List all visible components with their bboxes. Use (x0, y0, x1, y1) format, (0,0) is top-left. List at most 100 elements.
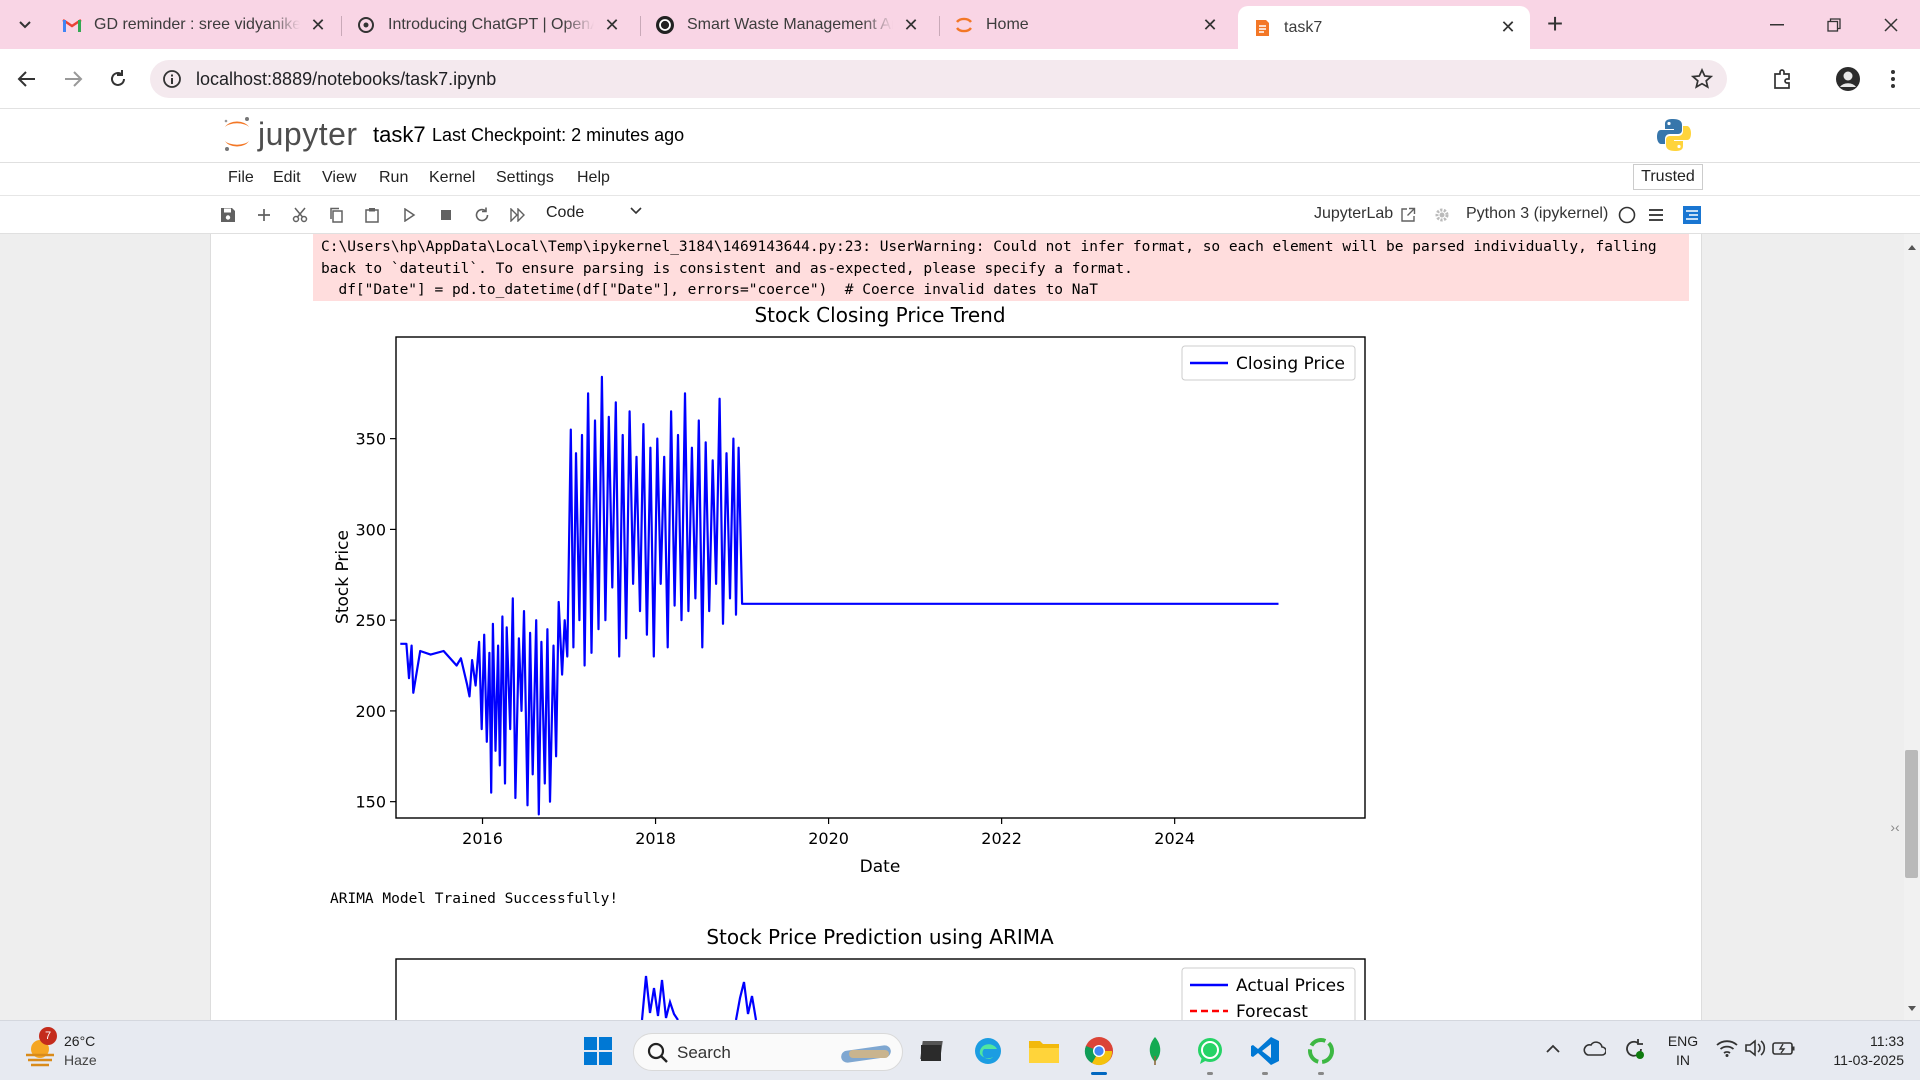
jupyter-home-icon (954, 15, 974, 35)
close-tab-icon[interactable]: ✕ (604, 14, 620, 35)
jupyter-notebook-icon (1252, 18, 1272, 38)
language-indicator[interactable]: ENG IN (1664, 1032, 1702, 1070)
terminal-icon (920, 1041, 943, 1061)
taskbar-search[interactable]: Search (633, 1033, 903, 1071)
start-button[interactable] (578, 1031, 618, 1071)
taskbar-mongodb[interactable] (1135, 1031, 1175, 1071)
trusted-indicator[interactable]: Trusted (1633, 164, 1703, 190)
windows-taskbar: 7 26°C Haze Search ENG IN (0, 1020, 1920, 1080)
settings-gear-icon[interactable] (1432, 205, 1452, 225)
close-tab-icon[interactable]: ✕ (1202, 14, 1218, 35)
side-panel-toggle[interactable]: ›‹ (1890, 819, 1900, 835)
close-window-button[interactable] (1868, 10, 1914, 40)
tab-title: task7 (1284, 18, 1323, 36)
notebook-panel[interactable]: C:\Users\hp\AppData\Local\Temp\ipykernel… (0, 234, 1920, 1020)
jupyterlab-link[interactable]: JupyterLab (1314, 205, 1394, 222)
chart-title: Stock Closing Price Trend (754, 303, 1005, 327)
onedrive-cloud-icon[interactable] (1582, 1039, 1606, 1057)
paste-icon[interactable] (362, 205, 382, 225)
taskbar-whatsapp[interactable] (1190, 1031, 1230, 1075)
scrollbar[interactable] (1904, 234, 1920, 1020)
x-tick-label: 2024 (1154, 829, 1195, 848)
cell-type-select[interactable]: Code (546, 204, 585, 221)
notebook-name[interactable]: task7 (373, 122, 426, 147)
menu-run[interactable]: Run (379, 169, 409, 186)
taskbar-vscode[interactable] (1245, 1031, 1285, 1075)
menu-lines-icon[interactable] (1646, 205, 1666, 225)
chevron-down-icon[interactable] (630, 207, 642, 215)
battery-icon[interactable] (1772, 1039, 1796, 1057)
browser-tab-task7[interactable]: task7 ✕ (1238, 6, 1530, 49)
run-icon[interactable] (399, 205, 419, 225)
volume-icon[interactable] (1744, 1039, 1766, 1057)
taskbar-file-explorer[interactable] (1024, 1031, 1064, 1071)
copy-icon[interactable] (326, 205, 346, 225)
jupyter-logo[interactable]: jupyter (222, 115, 358, 153)
browser-tab-strip: GD reminder : sree vidyanikethan ✕ Intro… (0, 0, 1920, 49)
bookmark-star-icon[interactable] (1691, 68, 1713, 90)
close-tab-icon[interactable]: ✕ (1500, 17, 1516, 37)
taskbar-task-view[interactable] (912, 1031, 952, 1071)
browser-tab-chatgpt[interactable]: Introducing ChatGPT | OpenAI ✕ (342, 8, 634, 42)
scroll-down-icon[interactable] (1908, 1006, 1916, 1012)
chevron-up-icon[interactable] (1545, 1044, 1561, 1054)
fast-forward-icon[interactable] (508, 205, 528, 225)
reload-button[interactable] (102, 63, 134, 95)
restore-button[interactable] (1811, 10, 1857, 40)
url-text[interactable]: localhost:8889/notebooks/task7.ipynb (196, 69, 497, 89)
back-button[interactable] (11, 63, 43, 95)
forward-button[interactable] (57, 63, 89, 95)
python-logo-icon (1656, 117, 1692, 153)
browser-tab-home[interactable]: Home ✕ (940, 8, 1232, 42)
scrollbar-thumb[interactable] (1905, 750, 1918, 878)
weather-widget[interactable]: 7 26°C Haze (22, 1027, 132, 1071)
close-tab-icon[interactable]: ✕ (903, 14, 919, 35)
new-tab-button[interactable]: + (1546, 8, 1564, 39)
property-inspector-icon[interactable] (1682, 205, 1702, 225)
wifi-icon[interactable] (1716, 1039, 1738, 1057)
arrow-right-icon (65, 71, 83, 87)
stop-icon[interactable] (436, 205, 456, 225)
cut-icon[interactable] (290, 205, 310, 225)
taskbar-edge[interactable] (968, 1031, 1008, 1071)
running-indicator (1318, 1072, 1324, 1075)
language-code: ENG (1667, 1033, 1699, 1049)
taskbar-chrome[interactable] (1079, 1031, 1119, 1075)
save-icon[interactable] (218, 205, 238, 225)
windows-icon (584, 1037, 612, 1065)
browser-menu-button[interactable] (1877, 63, 1909, 95)
add-cell-icon[interactable] (254, 205, 274, 225)
menu-kernel[interactable]: Kernel (429, 169, 476, 186)
kernel-name[interactable]: Python 3 (ipykernel) (1466, 205, 1609, 222)
restart-icon[interactable] (472, 205, 492, 225)
close-icon (1884, 18, 1898, 32)
tab-search-button[interactable] (10, 10, 40, 40)
close-tab-icon[interactable]: ✕ (310, 14, 326, 35)
address-bar[interactable]: localhost:8889/notebooks/task7.ipynb (150, 60, 1727, 98)
browser-tab-smart-waste[interactable]: Smart Waste Management Analysis ✕ (641, 8, 933, 42)
profile-avatar[interactable] (1832, 63, 1864, 95)
sync-app-icon (1308, 1038, 1334, 1064)
menu-edit[interactable]: Edit (273, 169, 301, 186)
browser-tab-gmail[interactable]: GD reminder : sree vidyanikethan ✕ (48, 8, 340, 42)
sync-status-icon[interactable] (1622, 1037, 1646, 1061)
scroll-up-icon[interactable] (1908, 244, 1916, 250)
taskbar-app-circle[interactable] (1301, 1031, 1341, 1075)
tab-divider (939, 16, 940, 36)
avatar-icon (1836, 67, 1860, 91)
menu-settings[interactable]: Settings (496, 169, 554, 186)
menu-view[interactable]: View (322, 169, 357, 186)
tab-divider (640, 16, 641, 36)
legend-label: Closing Price (1236, 354, 1345, 374)
site-info-icon[interactable] (162, 69, 182, 89)
y-tick-label: 250 (355, 611, 386, 630)
puzzle-icon (1774, 69, 1790, 89)
minimize-button[interactable] (1754, 10, 1800, 40)
system-clock[interactable]: 11:33 11-03-2025 (1818, 1032, 1904, 1070)
menu-file[interactable]: File (228, 169, 254, 186)
y-tick-label: 150 (355, 793, 386, 812)
extensions-button[interactable] (1766, 63, 1798, 95)
jupyter-header: jupyter task7 Last Checkpoint: 2 minutes… (0, 109, 1920, 163)
menu-help[interactable]: Help (577, 169, 610, 186)
external-link-icon[interactable] (1398, 205, 1418, 225)
